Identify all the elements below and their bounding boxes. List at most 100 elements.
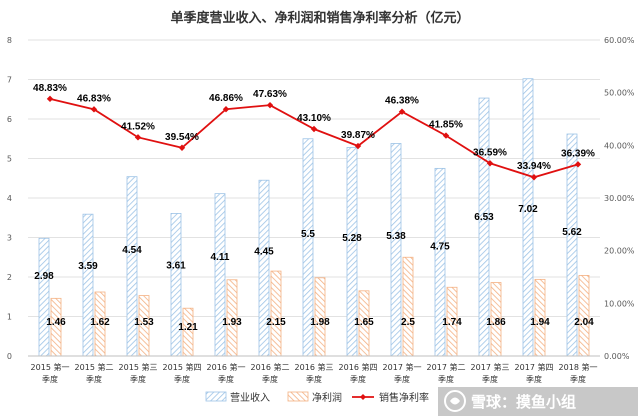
legend-item: 销售净利率	[352, 391, 429, 404]
net-margin-point	[222, 106, 230, 113]
category-label: 季度	[174, 374, 190, 384]
net-margin-data-label: 43.10%	[297, 113, 331, 124]
category-label: 2018 第一	[559, 362, 598, 372]
category-label: 2015 第四	[163, 362, 202, 372]
revenue-data-label: 4.75	[430, 242, 450, 253]
net-margin-data-label: 46.83%	[77, 93, 111, 104]
chart-title: 单季度营业收入、净利润和销售净利率分析（亿元）	[170, 10, 469, 26]
category-label: 2017 第四	[515, 362, 554, 372]
legend-swatch	[287, 391, 309, 402]
net-margin-data-label: 33.94%	[517, 161, 551, 172]
net-margin-point	[398, 108, 406, 115]
profit-bar	[578, 275, 590, 357]
legend-item: 营业收入	[205, 391, 270, 404]
revenue-data-label: 4.54	[122, 245, 142, 256]
revenue-data-label: 7.02	[518, 204, 538, 215]
profit-data-label: 2.15	[266, 317, 286, 328]
revenue-bar	[82, 213, 94, 357]
watermark: 雪球：摸鱼小组	[438, 387, 638, 416]
net-margin-point	[90, 106, 98, 113]
category-label: 季度	[350, 374, 366, 384]
revenue-bar	[170, 213, 182, 357]
left-tick-label: 3	[7, 234, 12, 243]
profit-data-label: 1.21	[178, 322, 198, 333]
net-margin-point	[354, 142, 362, 150]
profit-data-label: 2.04	[574, 317, 594, 328]
right-tick-label: 0.00%	[604, 352, 630, 361]
right-tick-label: 30.00%	[604, 194, 635, 203]
profit-data-label: 1.62	[90, 317, 110, 328]
category-label: 季度	[218, 374, 234, 384]
revenue-bar	[258, 179, 270, 357]
net-margin-data-label: 46.86%	[209, 93, 243, 104]
net-margin-data-label: 39.87%	[341, 130, 375, 141]
profit-data-label: 1.94	[530, 317, 550, 328]
revenue-bar	[522, 78, 534, 357]
revenue-data-label: 5.28	[342, 233, 362, 244]
revenue-data-label: 4.11	[211, 252, 230, 263]
revenue-data-label: 3.61	[166, 260, 186, 271]
net-margin-data-label: 39.54%	[165, 132, 199, 143]
net-margin-point	[266, 101, 274, 109]
category-label: 季度	[482, 374, 498, 384]
legend-label: 净利润	[312, 391, 342, 404]
revenue-data-label: 5.5	[301, 229, 315, 240]
net-margin-line	[49, 97, 579, 179]
left-tick-label: 8	[7, 36, 12, 45]
net-margin-data-label: 36.59%	[473, 147, 507, 158]
revenue-bar	[38, 237, 50, 357]
revenue-bar	[390, 143, 402, 357]
category-label: 2015 第三	[119, 362, 158, 372]
left-tick-label: 2	[7, 273, 12, 282]
net-margin-data-label: 48.83%	[33, 83, 67, 94]
revenue-data-label: 5.62	[562, 227, 582, 238]
profit-bar	[402, 256, 414, 357]
watermark-text: 雪球：摸鱼小组	[471, 393, 576, 411]
revenue-data-label: 5.38	[386, 231, 406, 242]
category-label: 季度	[42, 374, 58, 384]
revenue-bar	[126, 176, 138, 357]
net-margin-point	[574, 161, 582, 168]
category-label: 季度	[262, 374, 278, 384]
left-tick-label: 7	[7, 76, 12, 85]
category-label: 季度	[394, 374, 410, 384]
net-margin-point	[486, 160, 494, 167]
legend-label: 营业收入	[230, 391, 270, 404]
profit-data-label: 1.53	[134, 317, 154, 328]
profit-data-label: 1.65	[354, 317, 374, 328]
net-margin-point	[442, 132, 450, 139]
left-tick-label: 4	[7, 194, 12, 203]
category-label: 2016 第四	[339, 362, 378, 372]
category-label: 季度	[438, 374, 454, 384]
category-label: 季度	[86, 374, 102, 384]
left-tick-label: 5	[7, 155, 12, 164]
legend-item: 净利润	[287, 391, 342, 404]
net-margin-data-label: 46.38%	[385, 96, 419, 107]
revenue-data-label: 3.59	[78, 261, 98, 272]
category-label: 2017 第一	[383, 362, 422, 372]
category-label: 季度	[306, 374, 322, 384]
left-tick-label: 6	[7, 115, 12, 124]
net-margin-point	[530, 174, 538, 181]
category-label: 2016 第二	[251, 362, 290, 372]
revenue-data-label: 6.53	[474, 212, 494, 223]
legend-marker	[360, 394, 366, 400]
net-margin-data-label: 41.85%	[429, 120, 463, 131]
net-margin-data-label: 36.39%	[561, 148, 595, 159]
revenue-data-label: 4.45	[254, 247, 274, 258]
legend-label: 销售净利率	[379, 391, 429, 404]
profit-data-label: 1.46	[46, 317, 66, 328]
profit-bar	[270, 270, 282, 357]
right-tick-label: 60.00%	[604, 36, 635, 45]
net-margin-data-label: 41.52%	[121, 121, 155, 132]
left-tick-label: 0	[7, 352, 12, 361]
category-label: 2017 第三	[471, 362, 510, 372]
revenue-data-label: 2.98	[34, 271, 54, 282]
net-margin-point	[134, 134, 142, 141]
category-label: 2015 第二	[75, 362, 114, 372]
legend-swatch	[205, 391, 227, 402]
net-margin-data-label: 47.63%	[253, 89, 287, 100]
category-label: 2016 第一	[207, 362, 246, 372]
profit-data-label: 1.93	[222, 317, 242, 328]
